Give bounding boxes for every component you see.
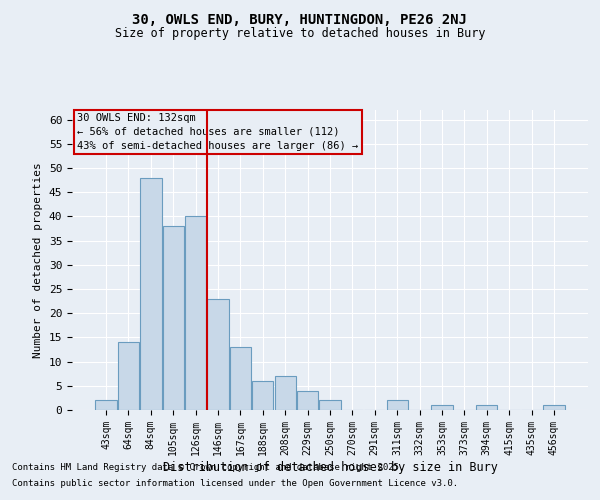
- Bar: [297, 390, 318, 410]
- Bar: [118, 342, 139, 410]
- Bar: [252, 381, 274, 410]
- Bar: [275, 376, 296, 410]
- Text: Size of property relative to detached houses in Bury: Size of property relative to detached ho…: [115, 28, 485, 40]
- X-axis label: Distribution of detached houses by size in Bury: Distribution of detached houses by size …: [163, 460, 497, 473]
- Bar: [431, 405, 452, 410]
- Text: 30 OWLS END: 132sqm
← 56% of detached houses are smaller (112)
43% of semi-detac: 30 OWLS END: 132sqm ← 56% of detached ho…: [77, 113, 358, 151]
- Bar: [95, 400, 117, 410]
- Bar: [230, 347, 251, 410]
- Bar: [319, 400, 341, 410]
- Bar: [386, 400, 408, 410]
- Bar: [543, 405, 565, 410]
- Bar: [163, 226, 184, 410]
- Bar: [140, 178, 161, 410]
- Text: Contains public sector information licensed under the Open Government Licence v3: Contains public sector information licen…: [12, 478, 458, 488]
- Bar: [185, 216, 206, 410]
- Bar: [476, 405, 497, 410]
- Y-axis label: Number of detached properties: Number of detached properties: [33, 162, 43, 358]
- Text: 30, OWLS END, BURY, HUNTINGDON, PE26 2NJ: 30, OWLS END, BURY, HUNTINGDON, PE26 2NJ: [133, 12, 467, 26]
- Text: Contains HM Land Registry data © Crown copyright and database right 2025.: Contains HM Land Registry data © Crown c…: [12, 464, 404, 472]
- Bar: [208, 298, 229, 410]
